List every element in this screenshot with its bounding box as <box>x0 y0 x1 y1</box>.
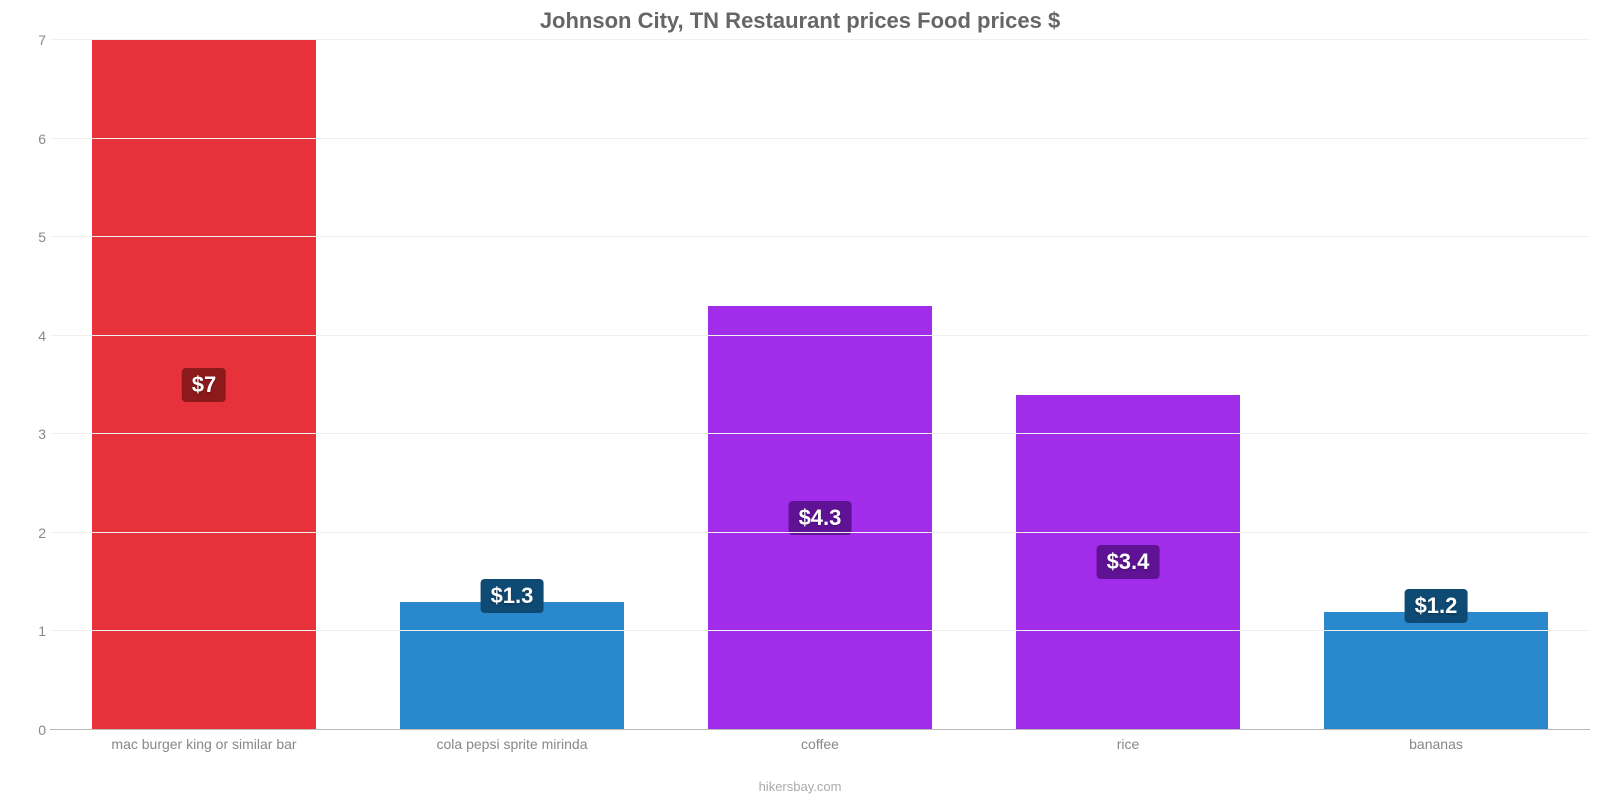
gridline <box>50 433 1590 434</box>
gridline <box>50 39 1590 40</box>
gridline <box>50 236 1590 237</box>
value-badge: $7 <box>182 368 226 402</box>
gridline <box>50 630 1590 631</box>
gridline <box>50 138 1590 139</box>
plot-area: $7$1.3$4.3$3.4$1.2 01234567 <box>50 40 1590 730</box>
x-axis-labels: mac burger king or similar barcola pepsi… <box>50 736 1590 752</box>
value-badge: $3.4 <box>1097 545 1160 579</box>
credit-text: hikersbay.com <box>0 779 1600 794</box>
y-tick-label: 1 <box>22 623 46 639</box>
bar: $1.3 <box>400 602 625 730</box>
x-axis-line <box>50 729 1590 730</box>
bar-slot: $4.3 <box>666 40 974 730</box>
bar: $4.3 <box>708 306 933 730</box>
bar-slot: $3.4 <box>974 40 1282 730</box>
bar-slot: $1.2 <box>1282 40 1590 730</box>
bar: $7 <box>92 40 317 730</box>
price-chart: Johnson City, TN Restaurant prices Food … <box>0 0 1600 800</box>
bar-slot: $7 <box>50 40 358 730</box>
y-tick-label: 5 <box>22 229 46 245</box>
gridline <box>50 335 1590 336</box>
bars-container: $7 $1.3 $4.3 $3.4 $1.2 <box>50 40 1590 730</box>
value-badge: $1.2 <box>1405 589 1468 623</box>
gridline <box>50 532 1590 533</box>
x-tick-label: rice <box>974 736 1282 752</box>
y-tick-label: 4 <box>22 328 46 344</box>
bar: $3.4 <box>1016 395 1241 730</box>
x-tick-label: bananas <box>1282 736 1590 752</box>
y-tick-label: 2 <box>22 525 46 541</box>
value-badge: $4.3 <box>789 501 852 535</box>
x-tick-label: cola pepsi sprite mirinda <box>358 736 666 752</box>
x-tick-label: mac burger king or similar bar <box>50 736 358 752</box>
x-tick-label: coffee <box>666 736 974 752</box>
y-tick-label: 3 <box>22 426 46 442</box>
bar-slot: $1.3 <box>358 40 666 730</box>
y-tick-label: 0 <box>22 722 46 738</box>
y-tick-label: 6 <box>22 131 46 147</box>
y-tick-label: 7 <box>22 32 46 48</box>
chart-title: Johnson City, TN Restaurant prices Food … <box>0 8 1600 34</box>
value-badge: $1.3 <box>481 579 544 613</box>
